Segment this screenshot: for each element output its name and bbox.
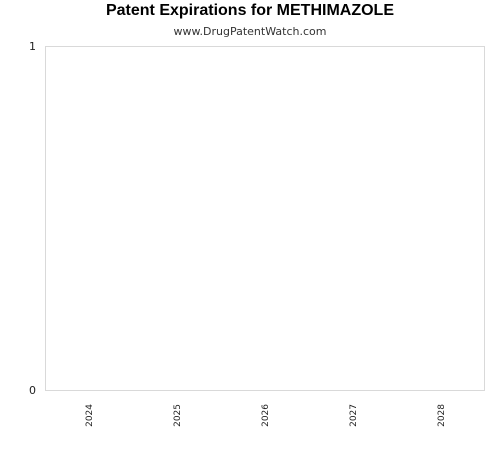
y-tick-label: 1 [29,40,36,53]
x-tick-label-2027: 2027 [349,404,359,427]
x-tick-label-2028: 2028 [437,404,447,427]
x-axis: 2024 2025 2026 2027 2028 [85,404,447,427]
x-tick-label-2024: 2024 [85,404,95,427]
y-axis: 01 [29,40,36,397]
y-tick-label: 0 [29,384,36,397]
x-tick-label-2026: 2026 [261,404,271,427]
chart-subtitle: www.DrugPatentWatch.com [173,25,327,38]
plot-frame [45,46,485,391]
chart-title: Patent Expirations for METHIMAZOLE [105,2,394,19]
x-tick-label-2025: 2025 [173,404,183,427]
